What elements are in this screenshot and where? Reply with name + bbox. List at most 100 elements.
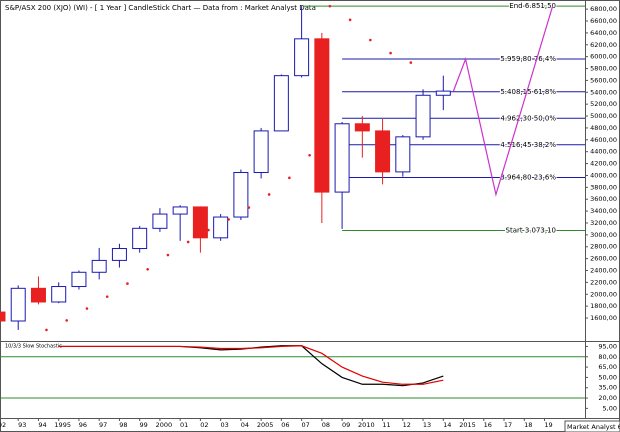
y-tick-label: 4400,00	[590, 148, 617, 156]
sar-dot	[389, 51, 392, 55]
y-tick-label: 5600,00	[590, 76, 617, 84]
y-tick-label: 4000,00	[590, 171, 617, 179]
candle-body	[152, 213, 168, 229]
candle-body	[334, 123, 350, 193]
y-tick-label: 2200,00	[590, 278, 617, 286]
candle-body	[294, 38, 310, 77]
x-tick-label: 98	[119, 421, 127, 429]
candle-body	[192, 206, 208, 239]
x-tick-label: 13	[423, 421, 431, 429]
sar-dot	[288, 176, 291, 180]
projection-line	[452, 5, 554, 197]
y-tick-label: 6000,00	[590, 53, 617, 61]
sar-dot	[126, 282, 129, 285]
y-tick-label: 5400,00	[590, 88, 617, 96]
y-tick-label: 6400,00	[590, 29, 617, 37]
candle-body	[10, 287, 26, 322]
x-tick-label: 03	[220, 421, 228, 429]
y-tick-label: 2000,00	[590, 290, 617, 298]
level-label: End 6.851,50	[509, 2, 556, 10]
y-tick-label: 6800,00	[590, 5, 617, 13]
candle-body	[51, 286, 67, 303]
candle-body	[0, 311, 6, 322]
x-tick-label: 14	[443, 421, 451, 429]
candle-body	[253, 130, 269, 173]
sar-dot	[247, 206, 251, 209]
x-tick-label: 04	[241, 421, 249, 429]
y-tick-label: 2800,00	[590, 243, 617, 251]
x-tick-label: 01	[180, 421, 188, 429]
sar-dot	[207, 228, 210, 232]
x-tick-label: 1995	[54, 421, 71, 429]
sar-dot	[227, 218, 230, 221]
level-label: 5.408,15 61,8%	[500, 88, 556, 96]
y-tick-label: 20,00	[598, 394, 617, 402]
x-tick-label: 19	[544, 421, 552, 429]
y-tick-label: 2600,00	[590, 255, 617, 263]
footer: Market Analyst 6	[567, 423, 620, 431]
x-tick-label: 93	[18, 421, 26, 429]
footer-box	[564, 420, 620, 432]
x-tick-label: 02	[200, 421, 208, 429]
sar-dot	[105, 295, 109, 298]
y-tick-label: 3200,00	[590, 219, 617, 227]
candle-body	[233, 171, 249, 218]
sar-dot	[409, 61, 413, 64]
candle-body	[111, 248, 127, 261]
y-tick-label: 4600,00	[590, 136, 617, 144]
candle-body	[354, 123, 370, 132]
y-tick-label: 5200,00	[590, 100, 617, 108]
x-tick-label: 92	[0, 421, 6, 429]
x-tick-label: 97	[99, 421, 107, 429]
x-tick-label: 18	[524, 421, 532, 429]
y-tick-label: 5000,00	[590, 112, 617, 120]
x-tick-label: 09	[342, 421, 350, 429]
sar-dot	[348, 18, 352, 22]
sar-dot	[166, 253, 170, 257]
y-tick-label: 4800,00	[590, 124, 617, 132]
level-label: 4.516,45 38,2%	[500, 141, 556, 149]
y-tick-label: 1800,00	[590, 302, 617, 310]
sar-dot	[85, 307, 89, 310]
sar-dot	[267, 193, 271, 196]
candle-body	[71, 271, 87, 288]
candle-body	[273, 75, 289, 132]
candle-body	[395, 136, 411, 173]
x-tick-label: 12	[403, 421, 411, 429]
y-tick-label: 6200,00	[590, 41, 617, 49]
level-label: 4.962,30 50,0%	[500, 114, 556, 122]
sar-dot	[45, 328, 48, 332]
x-tick-label: 08	[322, 421, 330, 429]
sar-dot	[308, 153, 311, 157]
y-tick-label: 5,00	[603, 404, 617, 412]
level-label: 5.959,80 76,4%	[500, 55, 556, 63]
candle-body	[213, 216, 229, 239]
y-tick-label: 3600,00	[590, 195, 617, 203]
y-tick-label: 4200,00	[590, 160, 617, 168]
candle-body	[435, 90, 451, 96]
x-tick-label: 2010	[358, 421, 375, 429]
candle-body	[172, 206, 188, 215]
candle-body	[314, 38, 330, 193]
chart-title: S&P/ASX 200 (XJO) (WI) - [ 1 Year ] Cand…	[5, 4, 316, 12]
x-tick-label: 11	[382, 421, 390, 429]
sar-dot	[186, 240, 190, 244]
y-tick-label: 3800,00	[590, 183, 617, 191]
x-tick-label: 2005	[257, 421, 274, 429]
x-tick-label: 17	[504, 421, 512, 429]
sar-dot	[146, 268, 149, 271]
y-tick-label: 95,00	[598, 342, 617, 350]
candle-body	[415, 94, 431, 138]
y-tick-label: 2400,00	[590, 266, 617, 274]
x-tick-label: 94	[38, 421, 46, 429]
candle-body	[132, 227, 148, 250]
sar-dot	[65, 319, 69, 322]
y-tick-label: 65,00	[598, 363, 617, 371]
y-tick-label: 50,00	[598, 373, 617, 381]
y-tick-label: 6600,00	[590, 17, 617, 25]
x-tick-label: 96	[79, 421, 87, 429]
candle-body	[30, 287, 46, 303]
y-tick-label: 5800,00	[590, 65, 617, 73]
x-tick-label: 2000	[156, 421, 173, 429]
